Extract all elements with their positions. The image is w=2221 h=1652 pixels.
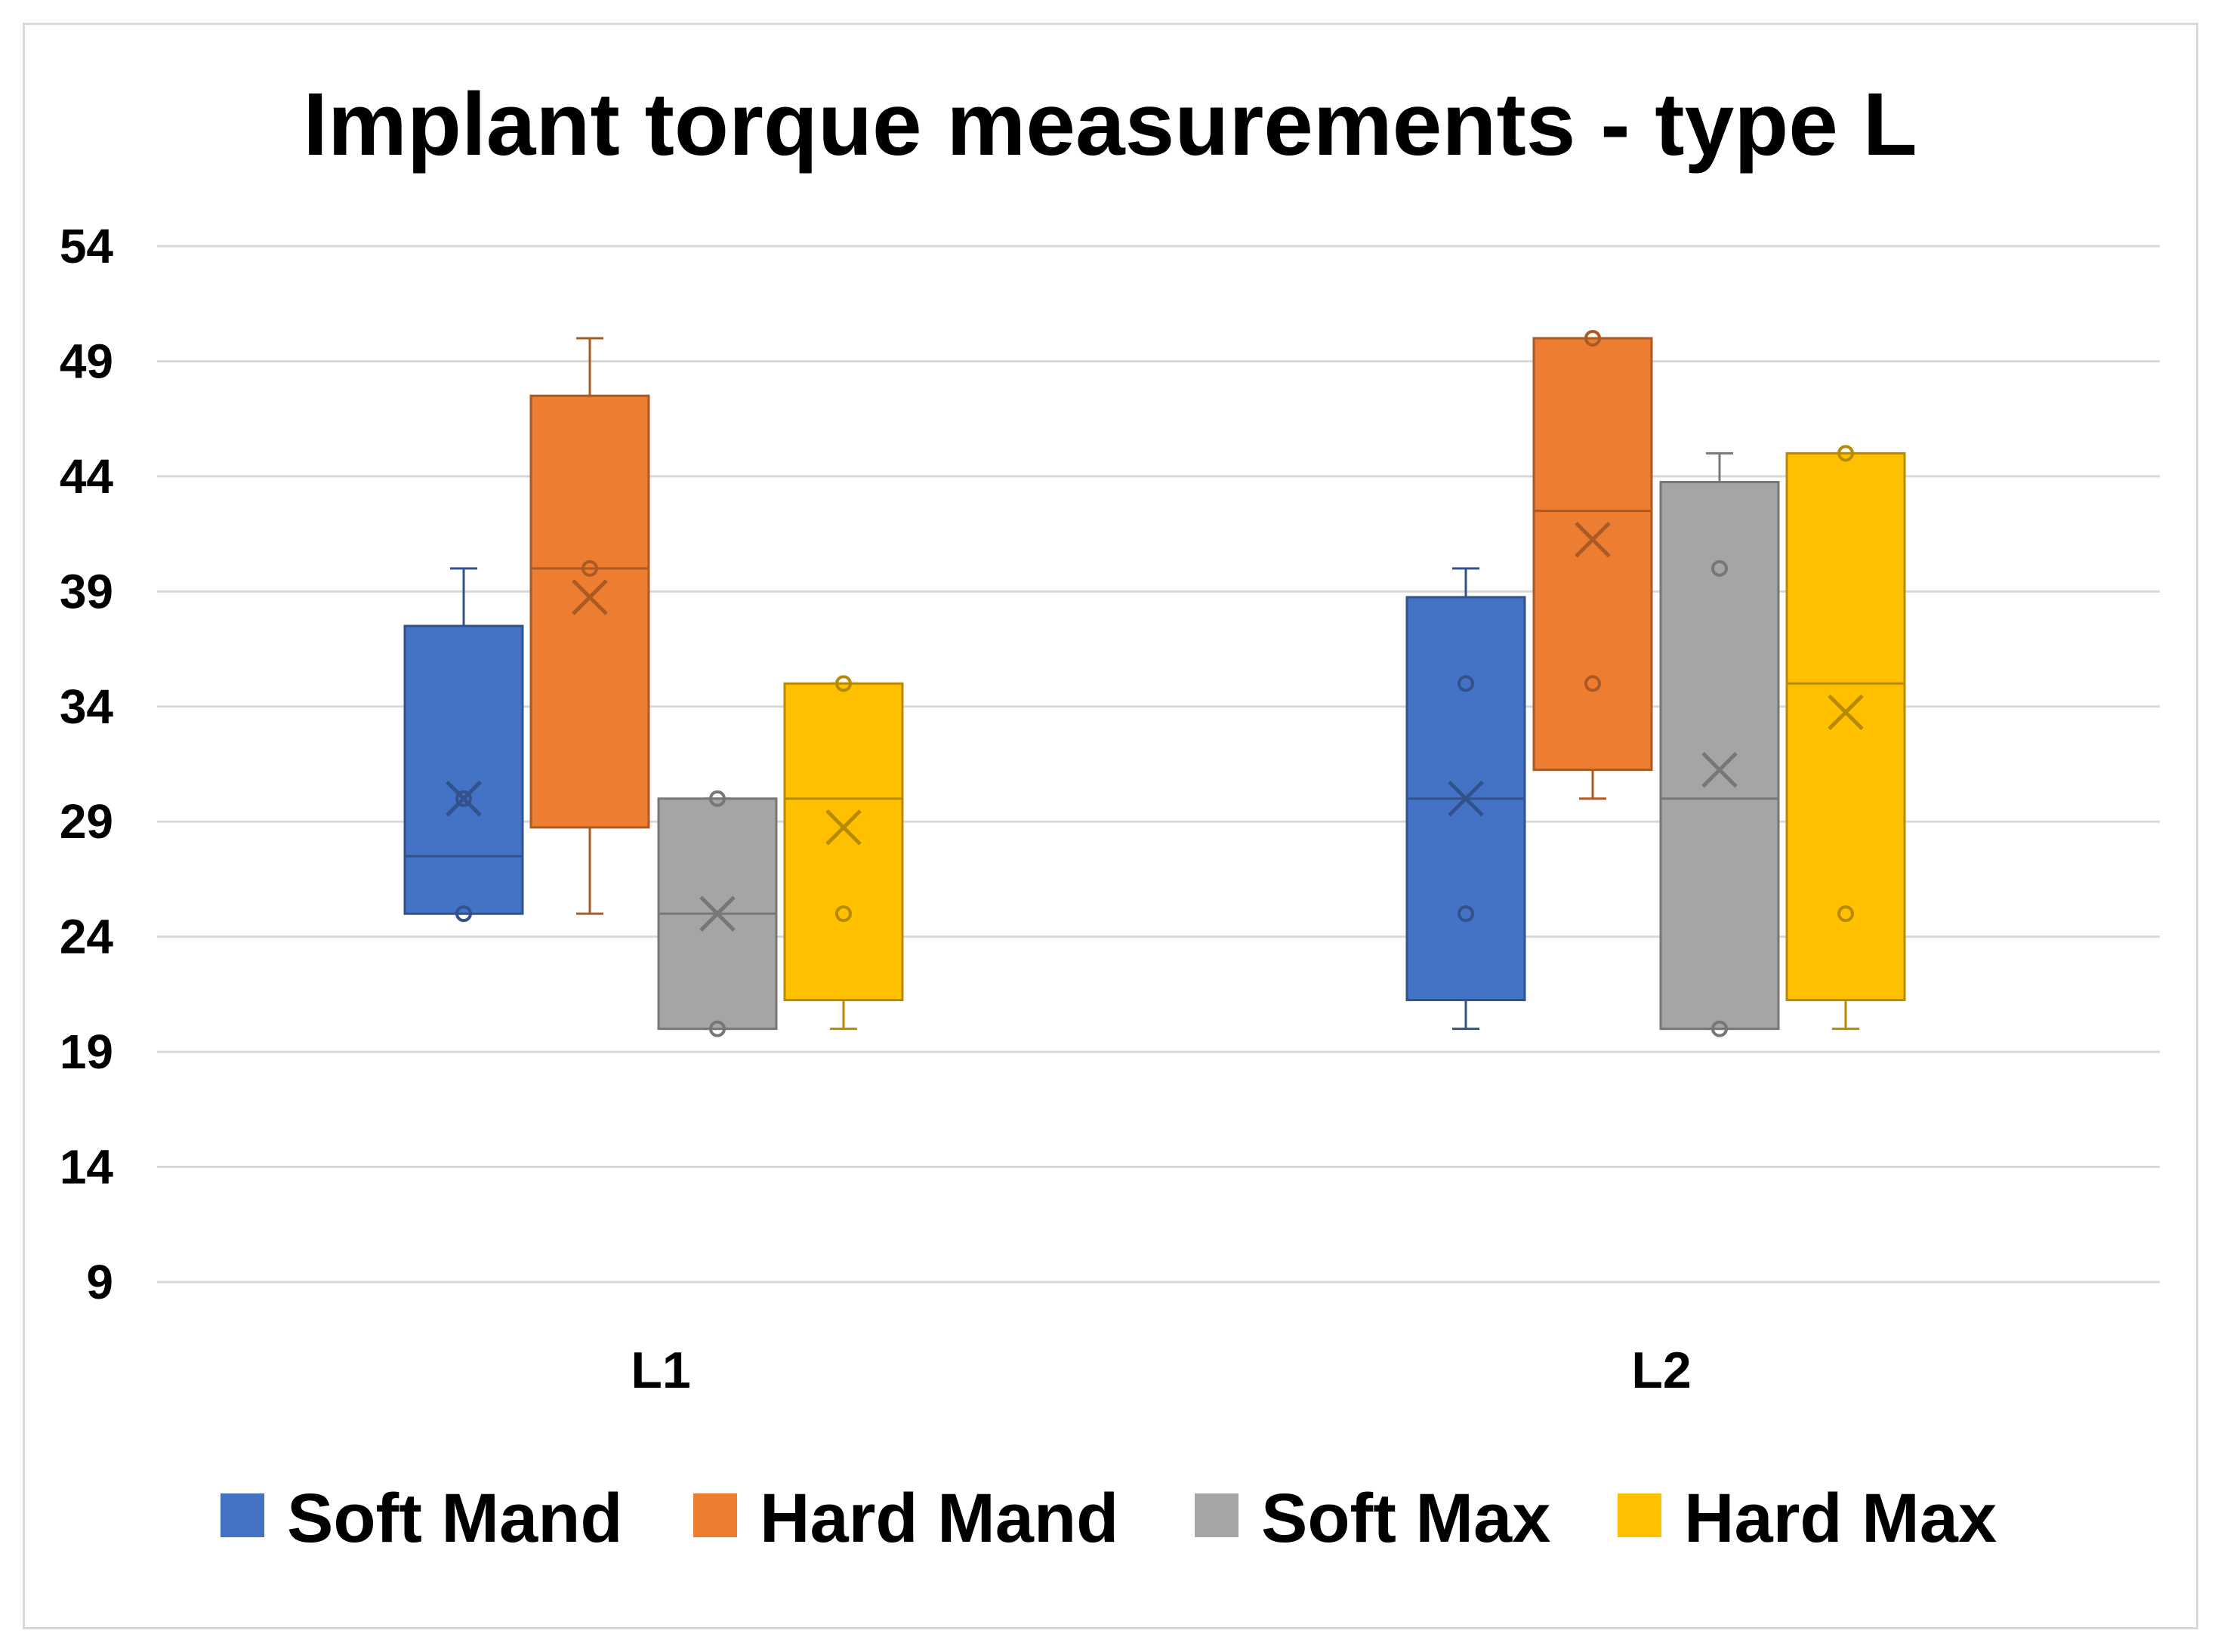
legend-label: Soft Max <box>1261 1480 1550 1557</box>
y-tick-label: 29 <box>60 794 113 849</box>
x-category-label: L2 <box>1631 1342 1691 1399</box>
y-tick-label: 9 <box>86 1255 113 1309</box>
legend-swatch <box>1195 1493 1239 1537</box>
chart-title: Implant torque measurements - type L <box>303 75 1917 174</box>
data-point <box>709 1020 726 1037</box>
data-point <box>1584 675 1601 692</box>
legend-item: Hard Mand <box>693 1480 1118 1557</box>
series-soft-max <box>657 452 1780 1037</box>
mean-marker <box>699 895 736 932</box>
box-plot-series <box>403 329 1906 1037</box>
data-point <box>455 790 472 807</box>
y-tick-label: 24 <box>60 910 114 964</box>
mean-marker <box>1448 780 1484 817</box>
series-hard-mand <box>529 329 1653 915</box>
data-point <box>835 905 852 923</box>
y-tick-label: 14 <box>60 1140 114 1194</box>
legend-label: Hard Mand <box>760 1480 1118 1557</box>
x-axis-category-labels: L1 L2 <box>631 1342 1691 1399</box>
legend-swatch <box>1618 1493 1661 1537</box>
legend-label: Soft Mand <box>287 1480 623 1557</box>
data-point <box>709 790 726 807</box>
y-tick-label: 44 <box>60 449 114 504</box>
legend-swatch <box>693 1493 737 1537</box>
data-point <box>1458 905 1474 923</box>
legend-item: Soft Mand <box>221 1480 623 1557</box>
legend: Soft Mand Hard Mand Soft Max Hard Max <box>221 1480 1997 1557</box>
box <box>1659 481 1780 1031</box>
data-point <box>835 675 852 692</box>
series-soft-mand <box>403 567 1526 1031</box>
box <box>403 624 524 915</box>
box <box>1785 452 1906 1002</box>
y-tick-label: 54 <box>60 219 114 273</box>
legend-item: Soft Max <box>1195 1480 1550 1557</box>
mean-marker <box>572 579 608 615</box>
x-category-label: L1 <box>631 1342 690 1399</box>
data-point <box>1584 329 1601 347</box>
box <box>783 682 904 1002</box>
series-hard-max <box>783 445 1906 1031</box>
legend-swatch <box>221 1493 264 1537</box>
mean-marker <box>446 780 482 817</box>
mean-marker <box>1701 751 1738 788</box>
y-tick-label: 19 <box>60 1025 113 1079</box>
legend-label: Hard Max <box>1684 1480 1997 1557</box>
y-tick-label: 34 <box>60 680 114 734</box>
data-point <box>1711 559 1728 577</box>
data-point <box>455 905 472 923</box>
data-point <box>1837 905 1854 923</box>
mean-marker <box>1828 694 1864 731</box>
data-point <box>1837 445 1854 462</box>
mean-marker <box>825 809 862 846</box>
box <box>529 394 650 829</box>
y-tick-label: 49 <box>60 334 113 388</box>
data-point <box>1458 675 1474 692</box>
data-point <box>581 559 598 577</box>
y-axis-tick-labels: 54 49 44 39 34 29 24 19 14 9 <box>60 219 114 1309</box>
y-tick-label: 39 <box>60 564 113 618</box>
data-point <box>1711 1020 1728 1037</box>
box <box>1532 337 1653 772</box>
legend-item: Hard Max <box>1618 1480 1997 1557</box>
mean-marker <box>1575 521 1611 558</box>
